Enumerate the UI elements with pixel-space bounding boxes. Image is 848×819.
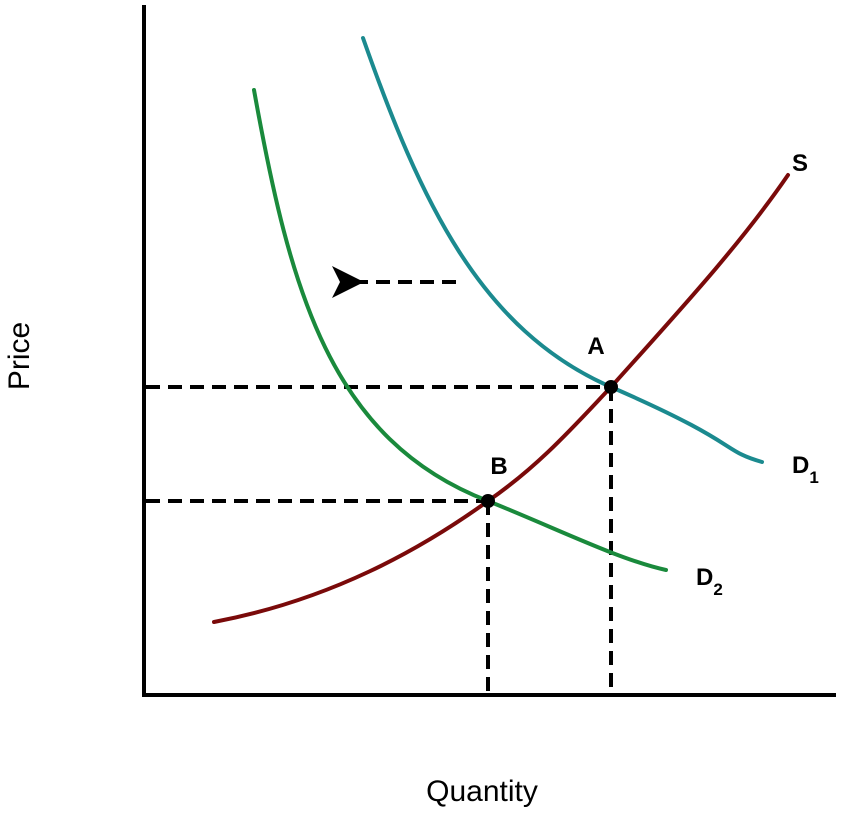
point-label-a: A bbox=[587, 333, 604, 360]
demand-curve-d1-label: D1 bbox=[792, 452, 819, 487]
demand-curve-d2 bbox=[252, 88, 668, 572]
demand-curve-d1-subscript: 1 bbox=[809, 468, 818, 487]
supply-curve-label: S bbox=[792, 150, 808, 177]
demand-curve-d1-letter: D bbox=[792, 452, 809, 479]
equilibrium-point-b bbox=[481, 494, 495, 508]
demand-curve-d2-label: D2 bbox=[696, 564, 723, 599]
x-axis-label: Quantity bbox=[426, 775, 538, 808]
demand-curve-d1 bbox=[361, 36, 764, 464]
demand-curve-d2-subscript: 2 bbox=[713, 580, 722, 599]
supply-curve bbox=[212, 173, 790, 624]
equilibrium-point-a bbox=[604, 380, 618, 394]
y-axis-label: Price bbox=[3, 322, 36, 390]
demand-curve-d2-letter: D bbox=[696, 564, 713, 591]
point-label-b: B bbox=[490, 453, 507, 480]
